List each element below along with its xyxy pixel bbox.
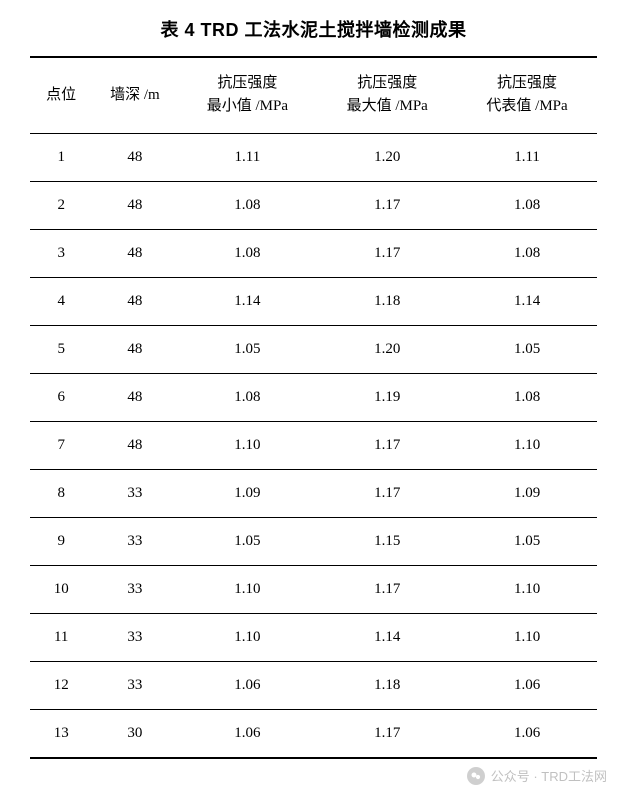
table-cell: 7 bbox=[30, 421, 92, 469]
table-cell: 1.15 bbox=[317, 517, 457, 565]
table-row: 3481.081.171.08 bbox=[30, 229, 597, 277]
table-cell: 1.11 bbox=[177, 133, 317, 181]
table-cell: 1.08 bbox=[457, 181, 597, 229]
data-table: 点位 墙深 /m 抗压强度最小值 /MPa 抗压强度最大值 /MPa 抗压强度代… bbox=[30, 56, 597, 759]
table-cell: 1.05 bbox=[177, 517, 317, 565]
table-cell: 33 bbox=[92, 469, 177, 517]
table-row: 6481.081.191.08 bbox=[30, 373, 597, 421]
table-row: 1481.111.201.11 bbox=[30, 133, 597, 181]
table-cell: 1.17 bbox=[317, 229, 457, 277]
table-cell: 1.14 bbox=[317, 613, 457, 661]
table-cell: 1.09 bbox=[457, 469, 597, 517]
table-cell: 1 bbox=[30, 133, 92, 181]
table-cell: 1.05 bbox=[457, 325, 597, 373]
table-cell: 11 bbox=[30, 613, 92, 661]
table-cell: 1.18 bbox=[317, 277, 457, 325]
table-cell: 1.10 bbox=[457, 421, 597, 469]
table-cell: 1.17 bbox=[317, 565, 457, 613]
col-header-min: 抗压强度最小值 /MPa bbox=[177, 57, 317, 133]
watermark-text: 公众号 · TRD工法网 bbox=[491, 766, 607, 785]
table-cell: 33 bbox=[92, 613, 177, 661]
col-header-rep: 抗压强度代表值 /MPa bbox=[457, 57, 597, 133]
table-cell: 13 bbox=[30, 709, 92, 758]
table-body: 1481.111.201.112481.081.171.083481.081.1… bbox=[30, 133, 597, 758]
table-cell: 1.06 bbox=[177, 661, 317, 709]
col-header-point: 点位 bbox=[30, 57, 92, 133]
table-cell: 33 bbox=[92, 517, 177, 565]
table-cell: 1.14 bbox=[177, 277, 317, 325]
table-cell: 1.10 bbox=[177, 421, 317, 469]
table-cell: 1.17 bbox=[317, 469, 457, 517]
table-cell: 5 bbox=[30, 325, 92, 373]
table-cell: 12 bbox=[30, 661, 92, 709]
watermark: 公众号 · TRD工法网 bbox=[467, 766, 607, 785]
table-row: 13301.061.171.06 bbox=[30, 709, 597, 758]
table-cell: 48 bbox=[92, 373, 177, 421]
table-cell: 8 bbox=[30, 469, 92, 517]
table-row: 5481.051.201.05 bbox=[30, 325, 597, 373]
table-cell: 1.08 bbox=[457, 229, 597, 277]
table-cell: 48 bbox=[92, 325, 177, 373]
table-cell: 1.10 bbox=[457, 565, 597, 613]
col-header-depth: 墙深 /m bbox=[92, 57, 177, 133]
table-cell: 1.05 bbox=[177, 325, 317, 373]
table-cell: 1.06 bbox=[177, 709, 317, 758]
table-cell: 33 bbox=[92, 565, 177, 613]
table-cell: 1.11 bbox=[457, 133, 597, 181]
table-cell: 48 bbox=[92, 181, 177, 229]
table-cell: 48 bbox=[92, 133, 177, 181]
table-cell: 1.19 bbox=[317, 373, 457, 421]
table-cell: 2 bbox=[30, 181, 92, 229]
table-cell: 1.20 bbox=[317, 325, 457, 373]
table-header-row: 点位 墙深 /m 抗压强度最小值 /MPa 抗压强度最大值 /MPa 抗压强度代… bbox=[30, 57, 597, 133]
table-caption: 表 4 TRD 工法水泥土搅拌墙检测成果 bbox=[0, 0, 627, 56]
table-cell: 10 bbox=[30, 565, 92, 613]
table-container: 点位 墙深 /m 抗压强度最小值 /MPa 抗压强度最大值 /MPa 抗压强度代… bbox=[0, 56, 627, 759]
table-cell: 1.08 bbox=[177, 229, 317, 277]
table-row: 12331.061.181.06 bbox=[30, 661, 597, 709]
table-cell: 4 bbox=[30, 277, 92, 325]
table-row: 4481.141.181.14 bbox=[30, 277, 597, 325]
table-cell: 9 bbox=[30, 517, 92, 565]
table-row: 8331.091.171.09 bbox=[30, 469, 597, 517]
table-cell: 1.20 bbox=[317, 133, 457, 181]
table-cell: 1.06 bbox=[457, 661, 597, 709]
wechat-icon bbox=[467, 767, 485, 785]
table-cell: 1.10 bbox=[177, 565, 317, 613]
table-row: 7481.101.171.10 bbox=[30, 421, 597, 469]
table-cell: 1.14 bbox=[457, 277, 597, 325]
table-cell: 1.05 bbox=[457, 517, 597, 565]
table-cell: 1.10 bbox=[177, 613, 317, 661]
table-cell: 1.17 bbox=[317, 709, 457, 758]
table-row: 2481.081.171.08 bbox=[30, 181, 597, 229]
table-cell: 1.18 bbox=[317, 661, 457, 709]
table-cell: 1.06 bbox=[457, 709, 597, 758]
table-cell: 1.08 bbox=[177, 181, 317, 229]
table-row: 10331.101.171.10 bbox=[30, 565, 597, 613]
table-cell: 6 bbox=[30, 373, 92, 421]
table-cell: 3 bbox=[30, 229, 92, 277]
table-cell: 33 bbox=[92, 661, 177, 709]
table-row: 11331.101.141.10 bbox=[30, 613, 597, 661]
col-header-max: 抗压强度最大值 /MPa bbox=[317, 57, 457, 133]
table-cell: 48 bbox=[92, 229, 177, 277]
table-cell: 1.10 bbox=[457, 613, 597, 661]
table-cell: 1.09 bbox=[177, 469, 317, 517]
table-cell: 1.17 bbox=[317, 421, 457, 469]
table-cell: 48 bbox=[92, 277, 177, 325]
table-cell: 1.08 bbox=[457, 373, 597, 421]
table-cell: 48 bbox=[92, 421, 177, 469]
table-cell: 1.08 bbox=[177, 373, 317, 421]
table-cell: 1.17 bbox=[317, 181, 457, 229]
table-cell: 30 bbox=[92, 709, 177, 758]
table-row: 9331.051.151.05 bbox=[30, 517, 597, 565]
